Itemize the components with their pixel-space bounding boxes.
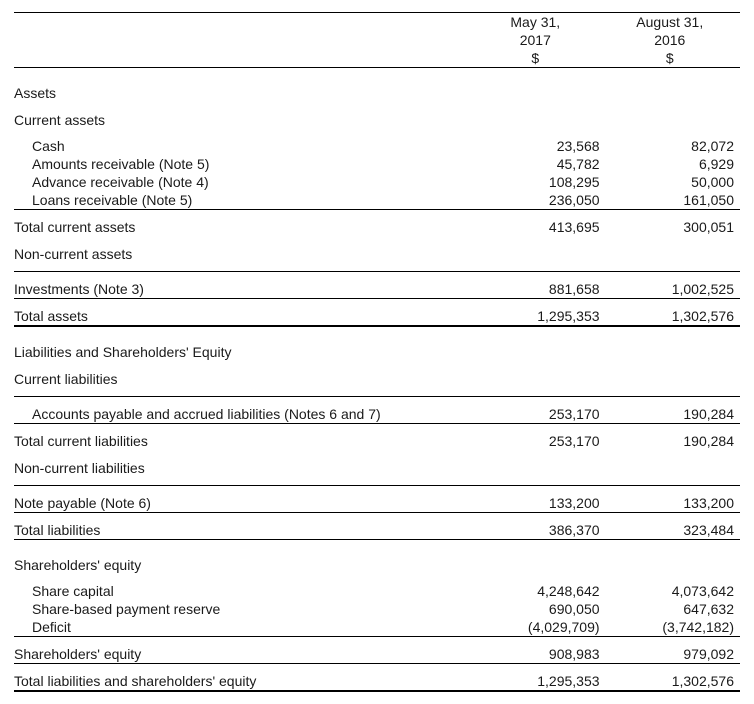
header-row-year: 2017 2016 — [14, 31, 740, 49]
row-investments: Investments (Note 3) 881,658 1,002,525 — [14, 280, 740, 299]
col2-year: 2016 — [606, 31, 740, 49]
row-advance-receivable: Advance receivable (Note 4) 108,295 50,0… — [14, 173, 740, 191]
section-liab-eq: Liabilities and Shareholders' Equity — [14, 343, 740, 361]
section-assets: Assets — [14, 84, 740, 102]
row-sbp-reserve: Share-based payment reserve 690,050 647,… — [14, 600, 740, 618]
col2-date: August 31, — [606, 13, 740, 32]
row-total-current-assets: Total current assets 413,695 300,051 — [14, 218, 740, 236]
row-deficit: Deficit (4,029,709) (3,742,182) — [14, 618, 740, 637]
section-current-assets: Current assets — [14, 102, 740, 129]
col2-unit: $ — [606, 49, 740, 68]
row-total-current-liab: Total current liabilities 253,170 190,28… — [14, 432, 740, 450]
row-amounts-receivable: Amounts receivable (Note 5) 45,782 6,929 — [14, 155, 740, 173]
balance-sheet-table: May 31, August 31, 2017 2016 $ $ Assets … — [14, 12, 740, 692]
row-sh-equity-total: Shareholders' equity 908,983 979,092 — [14, 645, 740, 664]
col1-year: 2017 — [471, 31, 605, 49]
row-total-liab: Total liabilities 386,370 323,484 — [14, 521, 740, 540]
row-ap-accrued: Accounts payable and accrued liabilities… — [14, 405, 740, 424]
row-share-capital: Share capital 4,248,642 4,073,642 — [14, 582, 740, 600]
col1-date: May 31, — [471, 13, 605, 32]
row-total-assets: Total assets 1,295,353 1,302,576 — [14, 307, 740, 326]
col1-unit: $ — [471, 49, 605, 68]
row-cash: Cash 23,568 82,072 — [14, 137, 740, 155]
header-row-unit: $ $ — [14, 49, 740, 68]
row-note-payable: Note payable (Note 6) 133,200 133,200 — [14, 494, 740, 513]
section-current-liab: Current liabilities — [14, 361, 740, 388]
header-row-date: May 31, August 31, — [14, 13, 740, 32]
row-loans-receivable: Loans receivable (Note 5) 236,050 161,05… — [14, 191, 740, 210]
row-total-liab-eq: Total liabilities and shareholders' equi… — [14, 672, 740, 691]
section-noncurrent-assets: Non-current assets — [14, 236, 740, 263]
section-sh-equity: Shareholders' equity — [14, 556, 740, 574]
section-noncurrent-liab: Non-current liabilities — [14, 450, 740, 477]
